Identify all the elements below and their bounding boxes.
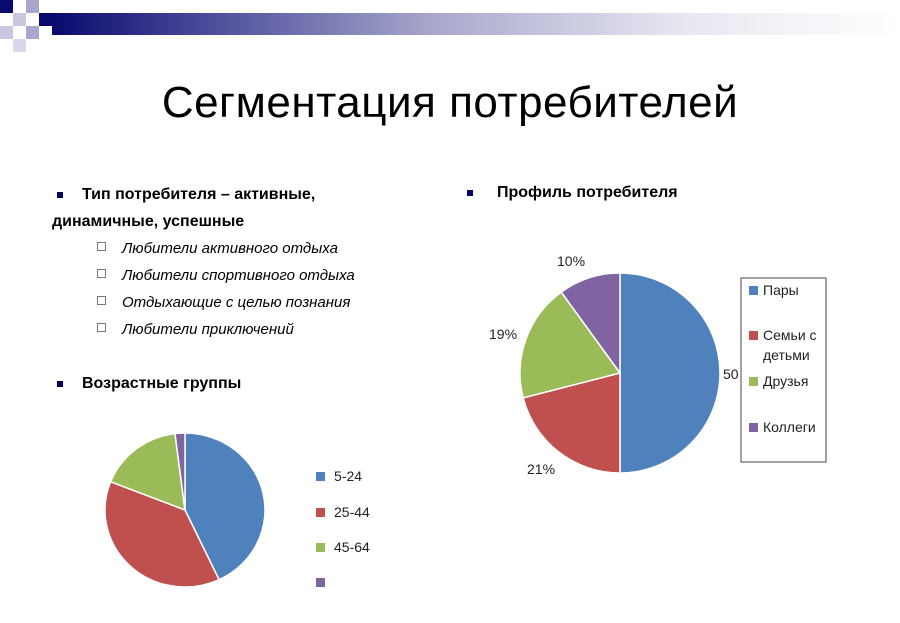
profile-pie-slice: [560, 272, 621, 376]
legend-label: Семьи с детьми: [763, 327, 817, 363]
bullet-marker: [467, 190, 473, 196]
decor-square: [26, 0, 39, 13]
age-pie-slice: [174, 432, 186, 511]
age-groups-heading: Возрастные группы: [82, 375, 242, 392]
square-bullet-icon: [97, 323, 106, 332]
legend-swatch: [316, 578, 325, 587]
legend-swatch: [749, 377, 758, 386]
header-gradient: [52, 13, 900, 35]
sub-item: Любители приключений: [97, 321, 294, 338]
legend-label: Коллеги: [763, 419, 816, 435]
data-label: 50: [723, 366, 739, 382]
decor-square: [39, 13, 52, 26]
profile-pie-slice: [619, 272, 721, 474]
legend-label: Пары: [763, 282, 799, 298]
legend-label: 5-24: [334, 468, 362, 484]
data-label: 19%: [489, 326, 517, 342]
sub-item: Любители спортивного отдыха: [97, 267, 355, 284]
decor-square: [13, 39, 26, 52]
age-pie-slice: [104, 480, 221, 588]
legend-swatch: [316, 508, 325, 517]
square-bullet-icon: [97, 269, 106, 278]
consumer-type-line1: Тип потребителя – активные,: [82, 186, 316, 203]
consumer-type-line2: динамичные, успешные: [52, 213, 245, 230]
profile-pie-slice: [522, 372, 621, 474]
bullet-marker: [57, 192, 63, 198]
decor-square: [26, 26, 39, 39]
decor-square: [0, 0, 13, 13]
decor-square: [0, 26, 13, 39]
age-pie-slice: [184, 432, 266, 581]
legend-label: 45-64: [334, 539, 370, 555]
age-pie-slice: [109, 432, 186, 512]
consumer-profile-heading: Профиль потребителя: [497, 184, 678, 201]
legend-swatch: [749, 423, 758, 432]
legend-swatch: [749, 331, 758, 340]
legend-swatch: [316, 543, 325, 552]
slide-header-bar: [0, 0, 900, 52]
slide-title: Сегментация потребителей: [161, 78, 739, 127]
bullet-marker: [57, 381, 63, 387]
legend-label: 25-44: [334, 504, 370, 520]
legend-swatch: [749, 286, 758, 295]
legend-swatch: [316, 472, 325, 481]
data-label: 21%: [527, 461, 555, 477]
legend-label: Друзья: [763, 373, 808, 389]
data-label: 10%: [557, 253, 585, 269]
sub-item: Любители активного отдыха: [97, 240, 338, 257]
square-bullet-icon: [97, 242, 106, 251]
decor-square: [13, 13, 26, 26]
profile-pie-slice: [519, 291, 622, 399]
square-bullet-icon: [97, 296, 106, 305]
sub-item: Отдыхающие с целью познания: [97, 294, 350, 311]
